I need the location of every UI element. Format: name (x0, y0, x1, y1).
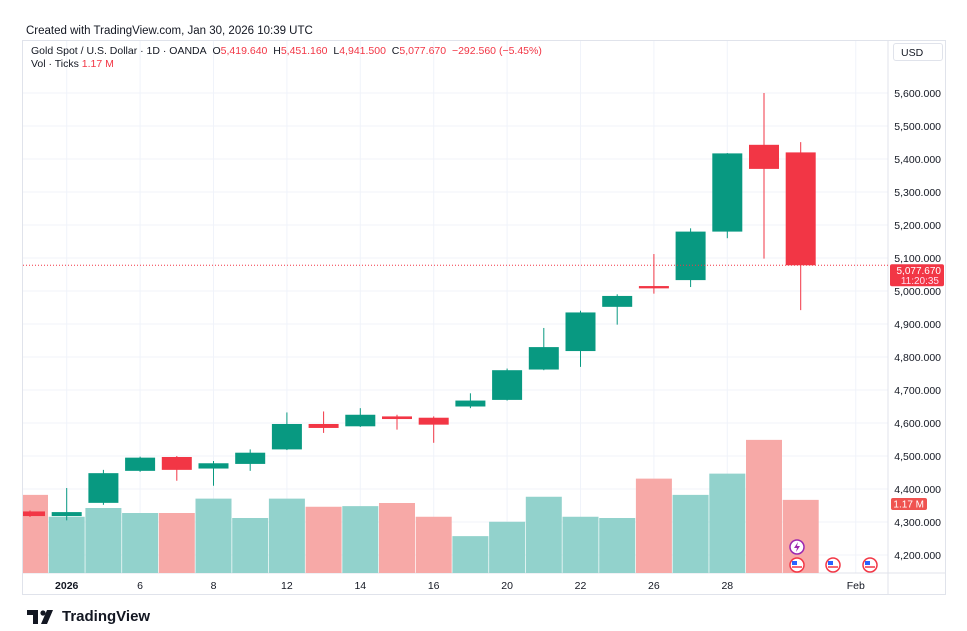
candle-body (638, 286, 669, 289)
volume-bar (746, 439, 782, 573)
us-flag-canton (828, 561, 833, 565)
brand-name: TradingView (62, 608, 151, 625)
candle-body (308, 423, 339, 428)
y-tick-label: 4,600.000 (894, 418, 941, 430)
low-value: 4,941.500 (339, 45, 386, 57)
volume-bar (23, 494, 48, 573)
high-label: H (273, 45, 281, 57)
volume-bar (489, 521, 526, 573)
x-tick-label: 20 (501, 580, 513, 592)
volume-bar (379, 503, 415, 573)
candle-body (749, 144, 779, 169)
y-tick-label: 4,800.000 (894, 352, 941, 364)
low-label: L (333, 45, 340, 57)
candle-body (271, 423, 302, 450)
candle-body (528, 347, 559, 370)
y-tick-label: 4,200.000 (894, 550, 941, 562)
x-tick-label: 14 (354, 580, 366, 592)
open-label: O (212, 45, 221, 57)
volume-bar (158, 513, 195, 573)
volume-bar (562, 516, 599, 573)
volume-value: 1.17 M (81, 58, 114, 70)
candle-body (23, 511, 45, 517)
y-tick-label: 4,900.000 (894, 319, 941, 331)
last-price-badge (890, 264, 944, 287)
candle-body (161, 456, 192, 470)
volume-bar (268, 498, 305, 573)
x-tick-label: 12 (281, 580, 293, 592)
currency-button[interactable]: USD (893, 43, 943, 61)
legend: Gold Spot / U.S. Dollar · 1D · OANDA O5,… (31, 45, 542, 71)
x-tick-label: 26 (648, 580, 660, 592)
candle-body (418, 417, 449, 425)
volume-bar (599, 518, 636, 573)
candle-body (602, 295, 633, 307)
last-volume-badge (891, 498, 927, 510)
y-tick-label: 5,400.000 (894, 154, 941, 166)
candle-body (51, 512, 82, 517)
candle-body (455, 400, 486, 407)
change-value: −292.560 (−5.45%) (451, 45, 542, 57)
high-value: 5,451.160 (280, 45, 328, 57)
volume-bar (635, 478, 672, 573)
last-price-label: 5,077.670 (897, 266, 942, 277)
candle-body (345, 414, 376, 427)
symbol-label: Gold Spot / U.S. Dollar · 1D · OANDA (31, 45, 207, 57)
tradingview-logo: TradingView (27, 608, 150, 625)
volume-bar (85, 508, 122, 573)
candle-body (785, 152, 816, 266)
us-flag-canton (865, 561, 870, 565)
countdown-label: 11:20:35 (901, 276, 940, 287)
candle-body (712, 153, 743, 232)
close-value: 5,077.670 (399, 45, 447, 57)
y-tick-label: 4,300.000 (894, 517, 941, 529)
close-label: C (391, 45, 400, 57)
candle-body (565, 312, 596, 352)
candle-body (88, 473, 119, 503)
y-tick-label: 5,300.000 (894, 187, 941, 199)
x-tick-label: 28 (721, 580, 733, 592)
candle-body (675, 231, 706, 281)
created-caption: Created with TradingView.com, Jan 30, 20… (26, 25, 313, 37)
last-volume-label: 1.17 M (893, 500, 924, 511)
candle-body (125, 457, 156, 471)
candle-body (492, 370, 523, 400)
us-flag-canton (792, 561, 797, 565)
x-tick-label: 8 (211, 580, 217, 592)
chart-frame (22, 40, 946, 595)
volume-bar (122, 513, 159, 573)
y-tick-label: 5,000.000 (894, 286, 941, 298)
x-tick-label: Feb (847, 580, 865, 592)
x-tick-label: 2026 (55, 580, 79, 592)
y-tick-label: 5,100.000 (894, 253, 941, 265)
volume-bar (415, 516, 452, 573)
volume-bar (232, 518, 269, 573)
volume-bar (672, 494, 709, 573)
candle-body (198, 463, 229, 469)
y-tick-label: 4,700.000 (894, 385, 941, 397)
y-tick-label: 5,200.000 (894, 220, 941, 232)
x-tick-label: 6 (137, 580, 143, 592)
volume-bar (305, 506, 342, 573)
candle-body (382, 416, 412, 420)
x-tick-label: 22 (575, 580, 587, 592)
volume-bar (709, 473, 746, 573)
y-tick-label: 5,500.000 (894, 121, 941, 133)
x-tick-label: 16 (428, 580, 440, 592)
tradingview-logo-icon (27, 609, 53, 624)
volume-bar (452, 536, 489, 573)
y-tick-label: 4,500.000 (894, 451, 941, 463)
lightning-glyph-icon (794, 542, 800, 552)
volume-bar (525, 496, 562, 573)
volume-label: Vol · Ticks (31, 58, 79, 70)
volume-bar (48, 516, 85, 573)
volume-bar (342, 506, 379, 573)
volume-bar (195, 498, 232, 573)
y-tick-label: 4,400.000 (894, 484, 941, 496)
open-value: 5,419.640 (220, 45, 268, 57)
y-tick-label: 5,600.000 (894, 88, 941, 100)
candle-body (235, 452, 266, 464)
